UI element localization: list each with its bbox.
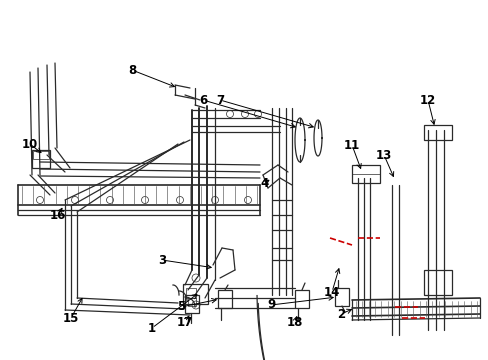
- Text: 11: 11: [343, 139, 359, 152]
- Bar: [184, 295, 199, 313]
- Bar: [187, 298, 196, 306]
- Text: 7: 7: [216, 94, 224, 107]
- Bar: [218, 290, 231, 308]
- Text: 5: 5: [177, 301, 185, 314]
- Text: 14: 14: [323, 285, 340, 298]
- Bar: [351, 165, 379, 183]
- Bar: [33, 151, 49, 159]
- Text: 17: 17: [177, 315, 193, 328]
- Bar: [183, 284, 207, 304]
- Text: 1: 1: [148, 321, 156, 334]
- Bar: [423, 125, 451, 140]
- Text: 2: 2: [336, 307, 345, 320]
- Text: 12: 12: [419, 94, 435, 107]
- Bar: [32, 150, 50, 168]
- Bar: [423, 270, 451, 295]
- Text: 10: 10: [22, 138, 38, 150]
- Text: 6: 6: [199, 94, 207, 107]
- Bar: [185, 288, 196, 298]
- Text: 3: 3: [158, 253, 166, 266]
- Text: 16: 16: [50, 208, 66, 221]
- Text: 13: 13: [375, 149, 391, 162]
- Text: 8: 8: [128, 63, 136, 77]
- Text: 4: 4: [260, 176, 268, 189]
- Text: 15: 15: [62, 311, 79, 324]
- Text: 9: 9: [266, 298, 275, 311]
- Bar: [334, 288, 348, 306]
- Text: 18: 18: [286, 315, 303, 328]
- Bar: [294, 290, 308, 308]
